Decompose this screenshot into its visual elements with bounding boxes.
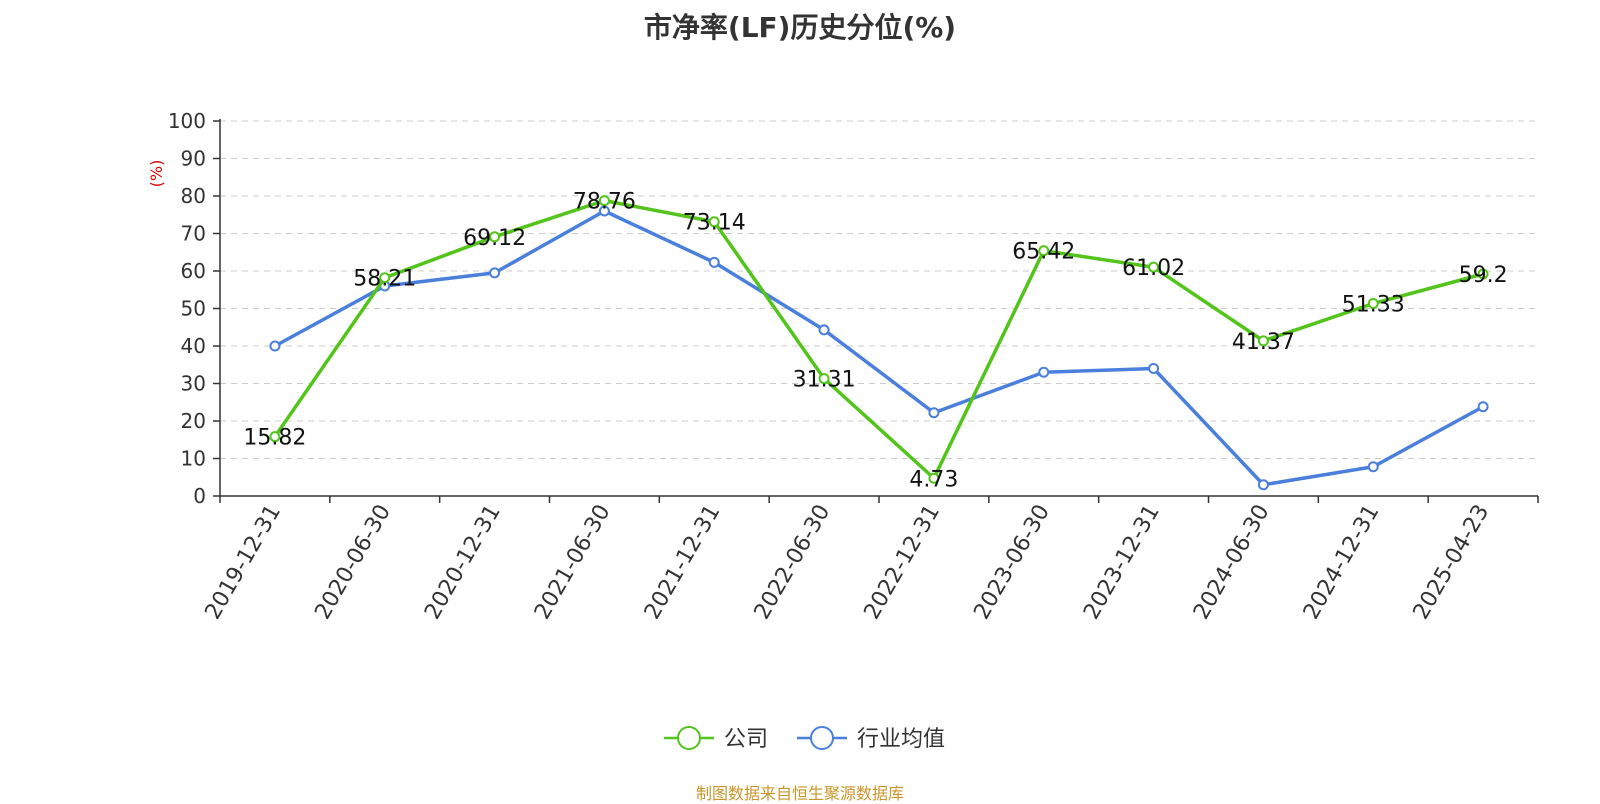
data-label: 78.76: [573, 190, 636, 215]
x-tick-label: 2022-06-30: [750, 501, 836, 624]
x-tick-label: 2021-12-31: [640, 501, 726, 624]
axes: 0 10 20 30 40 50 60 70 80 90 100 (%) 2019-12-31 2020-…: [147, 109, 1539, 624]
legend-label: 行业均值: [857, 727, 945, 752]
grid-lines: [220, 120, 1538, 459]
x-tick-label: 2022-12-31: [860, 501, 946, 624]
data-point: [1038, 366, 1050, 378]
y-tick-label: 20: [181, 409, 206, 433]
data-point: [598, 205, 610, 217]
data-label: 65.42: [1012, 240, 1075, 265]
data-point: [1257, 335, 1269, 347]
data-point: [489, 267, 501, 279]
data-point: [1257, 479, 1269, 491]
data-labels: 15.82 58.21 69.12 78.76 73.14 31.31 4.73 65.42 6…: [243, 190, 1507, 493]
series: [269, 195, 1489, 491]
x-tick-label: 2025-04-23: [1409, 501, 1495, 624]
y-tick-label: 100: [168, 109, 206, 133]
x-tick-label: 2019-12-31: [201, 501, 287, 624]
legend-label: 公司: [724, 727, 768, 752]
data-label: 69.12: [463, 226, 526, 251]
data-point: [379, 272, 391, 284]
data-point: [818, 324, 830, 336]
data-point: [1148, 261, 1160, 273]
x-tick-label: 2023-12-31: [1079, 501, 1165, 624]
data-label: 51.33: [1342, 293, 1405, 318]
series-line: [273, 198, 1484, 481]
series-line: [274, 209, 1484, 487]
data-point: [928, 407, 940, 419]
data-point: [1038, 245, 1050, 257]
data-point: [1477, 401, 1489, 413]
y-tick-label: 90: [181, 147, 206, 171]
data-label: 59.2: [1459, 263, 1508, 288]
y-tick-label: 80: [181, 184, 206, 208]
chart-title: 市净率(LF)历史分位(%): [643, 11, 957, 44]
data-point: [1477, 268, 1489, 280]
y-tick-label: 70: [181, 222, 206, 246]
x-tick-label: 2020-12-31: [420, 501, 506, 624]
legend: 公司 行业均值: [664, 726, 945, 752]
data-point: [1367, 298, 1379, 310]
data-point: [1148, 363, 1160, 374]
x-tick-label: 2021-06-30: [530, 501, 616, 624]
data-point: [269, 431, 281, 443]
y-tick-label: 0: [193, 484, 206, 508]
data-point: [928, 472, 940, 484]
data-label: 41.37: [1232, 330, 1295, 355]
data-label: 61.02: [1122, 256, 1185, 281]
data-point: [269, 340, 281, 352]
y-tick-label: 50: [181, 297, 206, 321]
x-tick-label: 2024-06-30: [1189, 501, 1275, 624]
data-label: 4.73: [909, 467, 958, 492]
y-tick-label: 30: [181, 372, 206, 396]
data-point: [598, 195, 610, 207]
x-tick-label: 2020-06-30: [310, 501, 396, 624]
y-tick-label: 60: [181, 259, 206, 283]
legend-marker: [810, 726, 834, 750]
data-label: 31.31: [793, 368, 856, 393]
y-tick-label: 10: [181, 447, 206, 471]
legend-marker: [677, 726, 701, 750]
data-label: 15.82: [243, 426, 306, 451]
y-tick-label: 40: [181, 334, 206, 358]
x-tick-label: 2024-12-31: [1299, 501, 1385, 624]
data-point: [818, 373, 830, 385]
data-label: 58.21: [353, 267, 416, 292]
data-point: [1367, 461, 1379, 473]
x-tick-label: 2023-06-30: [969, 501, 1055, 624]
source-note: 制图数据来自恒生聚源数据库: [695, 784, 904, 803]
data-point: [489, 231, 501, 243]
data-point: [708, 216, 720, 228]
y-axis-unit: (%): [147, 160, 166, 188]
data-point: [708, 256, 720, 268]
data-label: 73.14: [683, 211, 746, 236]
